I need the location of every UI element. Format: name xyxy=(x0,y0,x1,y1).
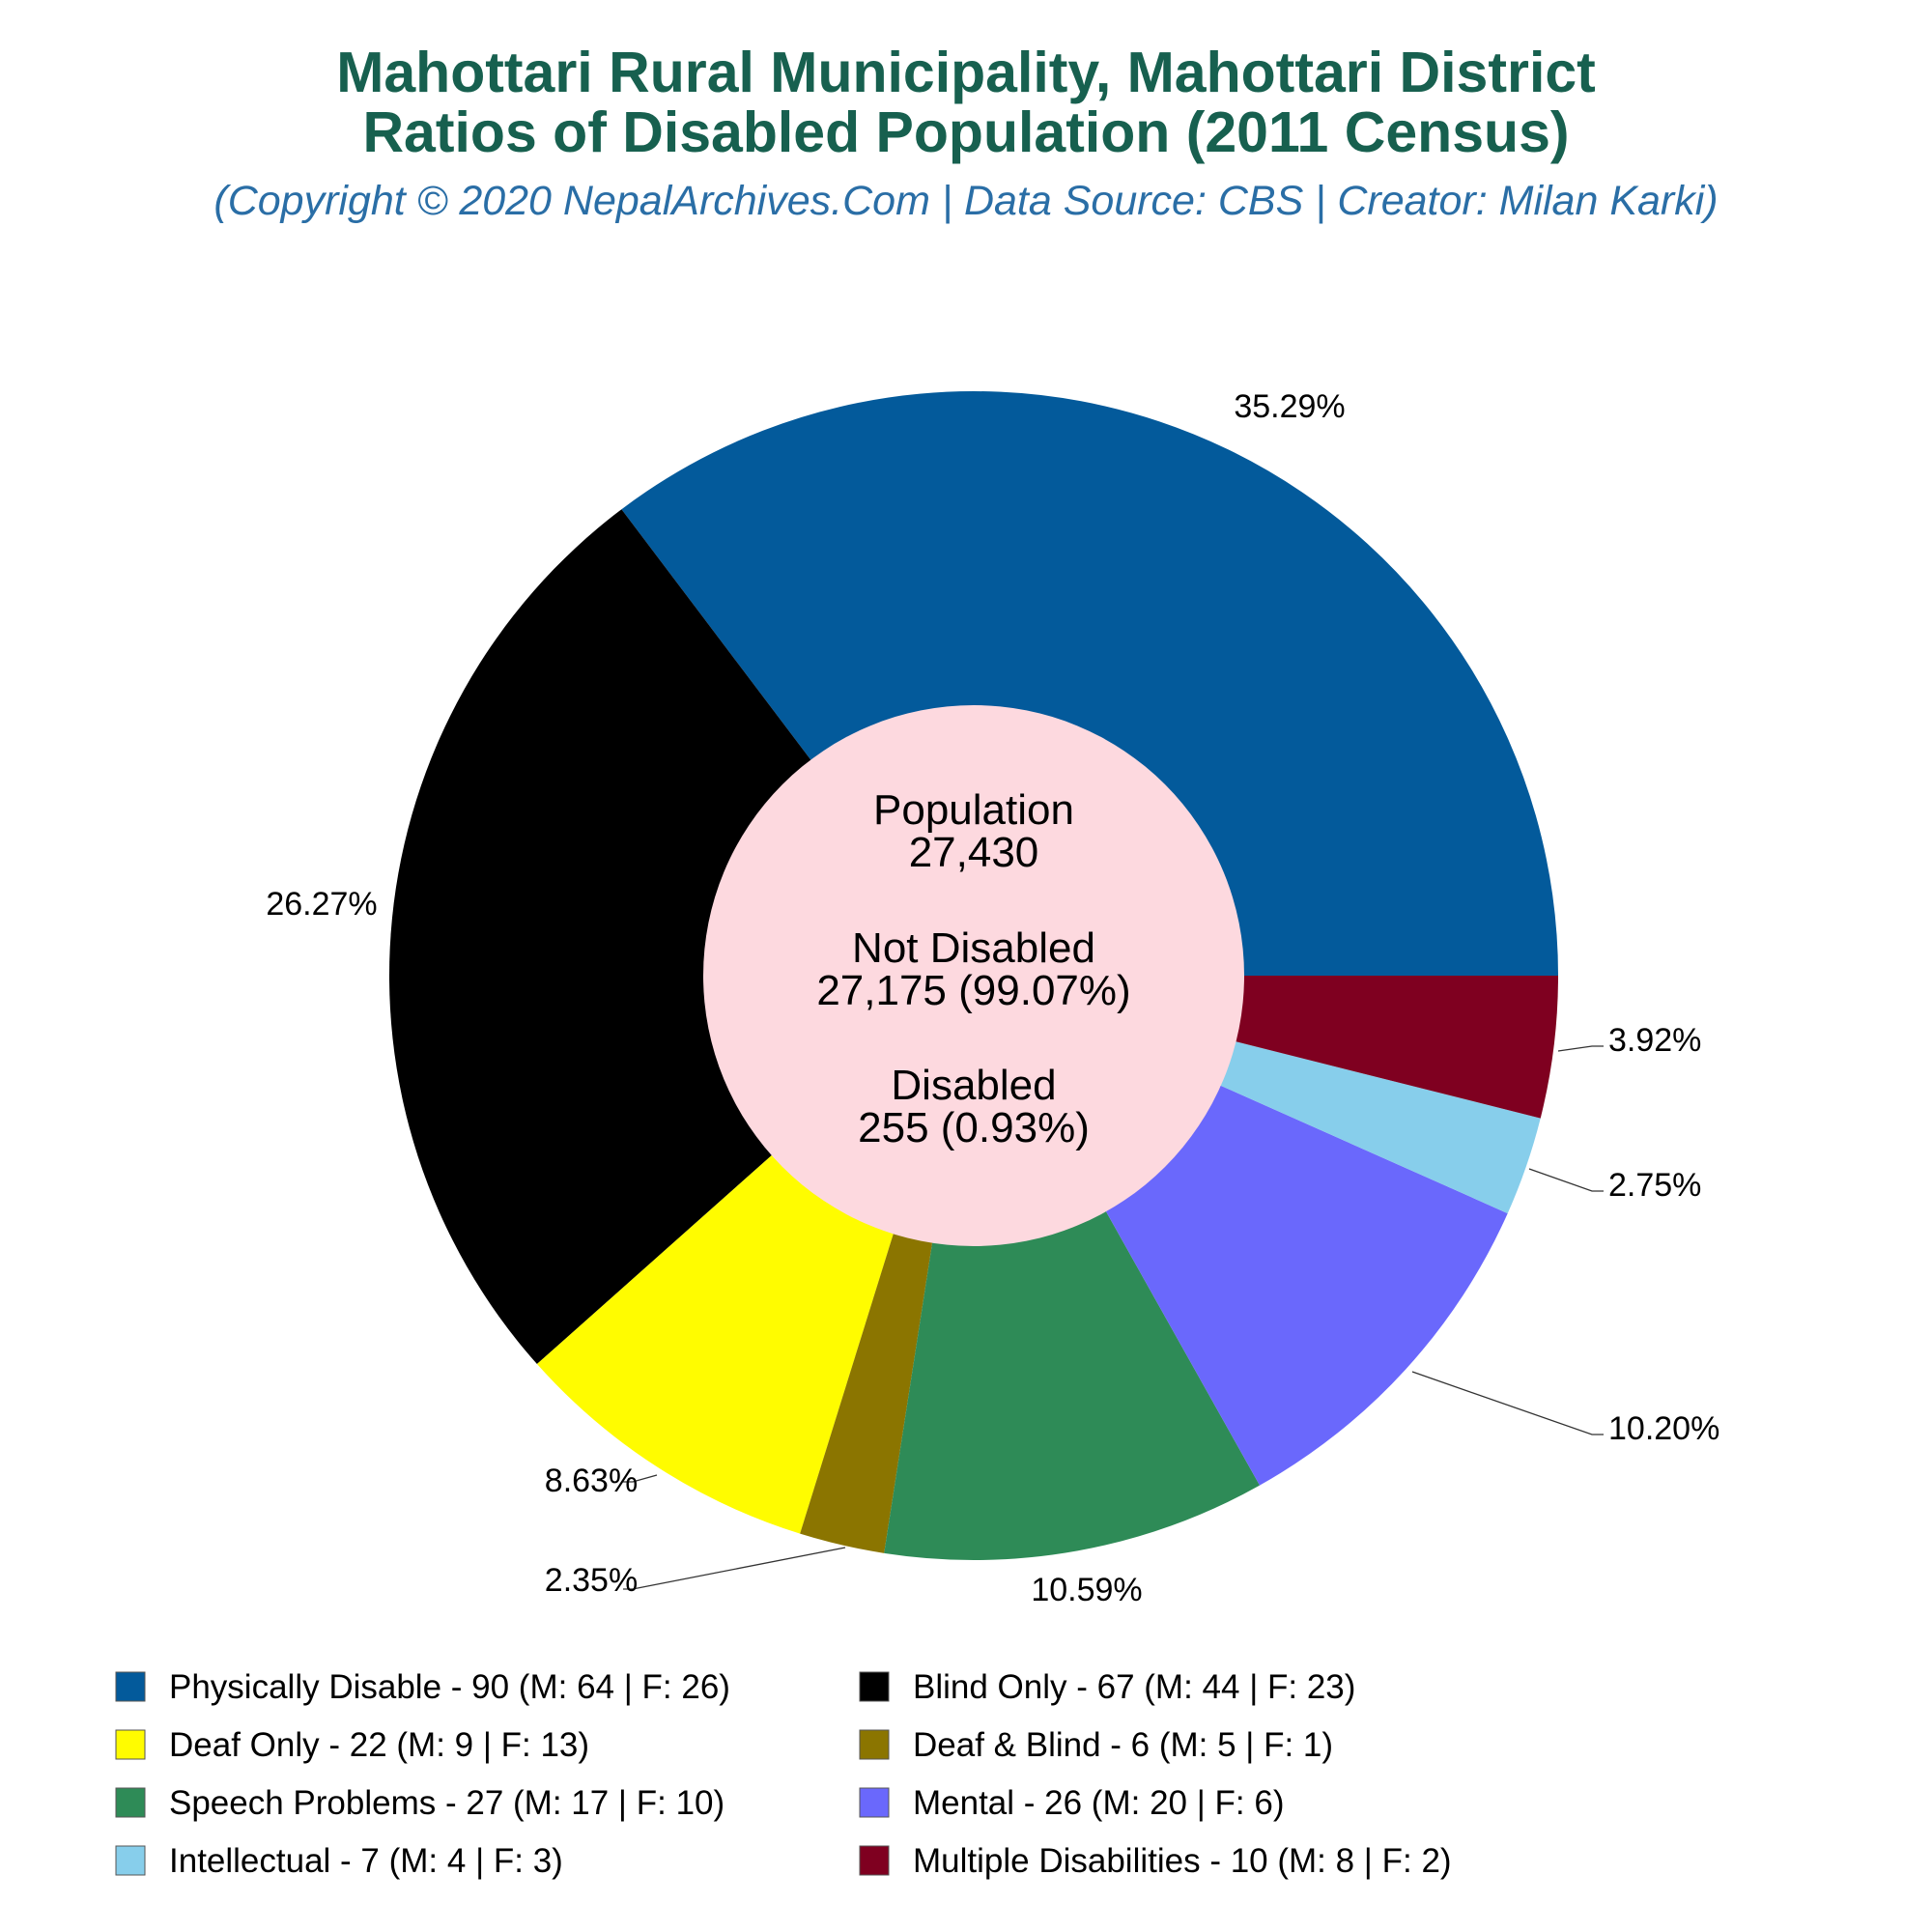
legend-swatch-1 xyxy=(859,1671,890,1702)
slice-label-1: 26.27% xyxy=(266,886,377,923)
legend-swatch-5 xyxy=(859,1787,890,1818)
legend-item-2: Deaf Only - 22 (M: 9 | F: 13) xyxy=(115,1726,589,1764)
center-disabled-label: Disabled xyxy=(891,1062,1056,1109)
legend-item-3: Deaf & Blind - 6 (M: 5 | F: 1) xyxy=(859,1726,1333,1764)
legend-item-6: Intellectual - 7 (M: 4 | F: 3) xyxy=(115,1842,563,1880)
pie-slice-0 xyxy=(621,391,1558,976)
center-not-disabled-value: 27,175 (99.07%) xyxy=(816,967,1130,1014)
legend-item-5: Mental - 26 (M: 20 | F: 6) xyxy=(859,1784,1285,1822)
leader-line-5 xyxy=(1411,1371,1604,1435)
center-disabled-value: 255 (0.93%) xyxy=(858,1104,1090,1151)
legend-item-0: Physically Disable - 90 (M: 64 | F: 26) xyxy=(115,1668,730,1706)
leader-line-3 xyxy=(623,1547,846,1590)
legend-swatch-4 xyxy=(115,1787,146,1818)
legend-item-4: Speech Problems - 27 (M: 17 | F: 10) xyxy=(115,1784,724,1822)
legend-label-4: Speech Problems - 27 (M: 17 | F: 10) xyxy=(169,1784,724,1822)
legend-label-5: Mental - 26 (M: 20 | F: 6) xyxy=(913,1784,1285,1822)
legend-label-3: Deaf & Blind - 6 (M: 5 | F: 1) xyxy=(913,1726,1333,1764)
leader-line-2 xyxy=(623,1474,658,1483)
chart-title-line-2: Ratios of Disabled Population (2011 Cens… xyxy=(362,100,1569,164)
legend-swatch-0 xyxy=(115,1671,146,1702)
legend-item-7: Multiple Disabilities - 10 (M: 8 | F: 2) xyxy=(859,1842,1452,1880)
slice-label-6: 2.75% xyxy=(1608,1167,1701,1204)
slice-label-3: 2.35% xyxy=(545,1562,638,1599)
leader-line-6 xyxy=(1528,1168,1604,1192)
center-circle xyxy=(703,705,1244,1246)
slice-label-2: 8.63% xyxy=(545,1463,638,1499)
slice-label-5: 10.20% xyxy=(1608,1410,1719,1447)
slice-label-0: 35.29% xyxy=(1234,388,1345,425)
slice-label-7: 3.92% xyxy=(1608,1022,1701,1059)
pie-slice-1 xyxy=(388,509,974,1365)
center-not-disabled-label: Not Disabled xyxy=(852,924,1095,972)
center-population-value: 27,430 xyxy=(909,829,1039,876)
label-leader-lines xyxy=(623,1045,1604,1590)
slice-label-4: 10.59% xyxy=(1031,1572,1142,1608)
center-population-label: Population xyxy=(873,786,1074,834)
legend-label-6: Intellectual - 7 (M: 4 | F: 3) xyxy=(169,1842,563,1880)
legend-label-7: Multiple Disabilities - 10 (M: 8 | F: 2) xyxy=(913,1842,1452,1880)
legend-swatch-6 xyxy=(115,1845,146,1876)
slice-percent-labels: 35.29% 26.27% 8.63% 2.35% 10.59% 10.20% 2.75% 3… xyxy=(266,388,1719,1608)
chart-subtitle: (Copyright © 2020 NepalArchives.Com | Da… xyxy=(213,178,1718,224)
legend-swatch-3 xyxy=(859,1729,890,1760)
legend: Physically Disable - 90 (M: 64 | F: 26) B… xyxy=(115,1668,1452,1880)
chart-title-line-1: Mahottari Rural Municipality, Mahottari … xyxy=(336,41,1596,104)
leader-line-7 xyxy=(1557,1045,1604,1052)
legend-label-1: Blind Only - 67 (M: 44 | F: 23) xyxy=(913,1668,1355,1706)
legend-swatch-7 xyxy=(859,1845,890,1876)
legend-label-2: Deaf Only - 22 (M: 9 | F: 13) xyxy=(169,1726,589,1764)
legend-label-0: Physically Disable - 90 (M: 64 | F: 26) xyxy=(169,1668,730,1706)
legend-swatch-2 xyxy=(115,1729,146,1760)
legend-item-1: Blind Only - 67 (M: 44 | F: 23) xyxy=(859,1668,1355,1706)
